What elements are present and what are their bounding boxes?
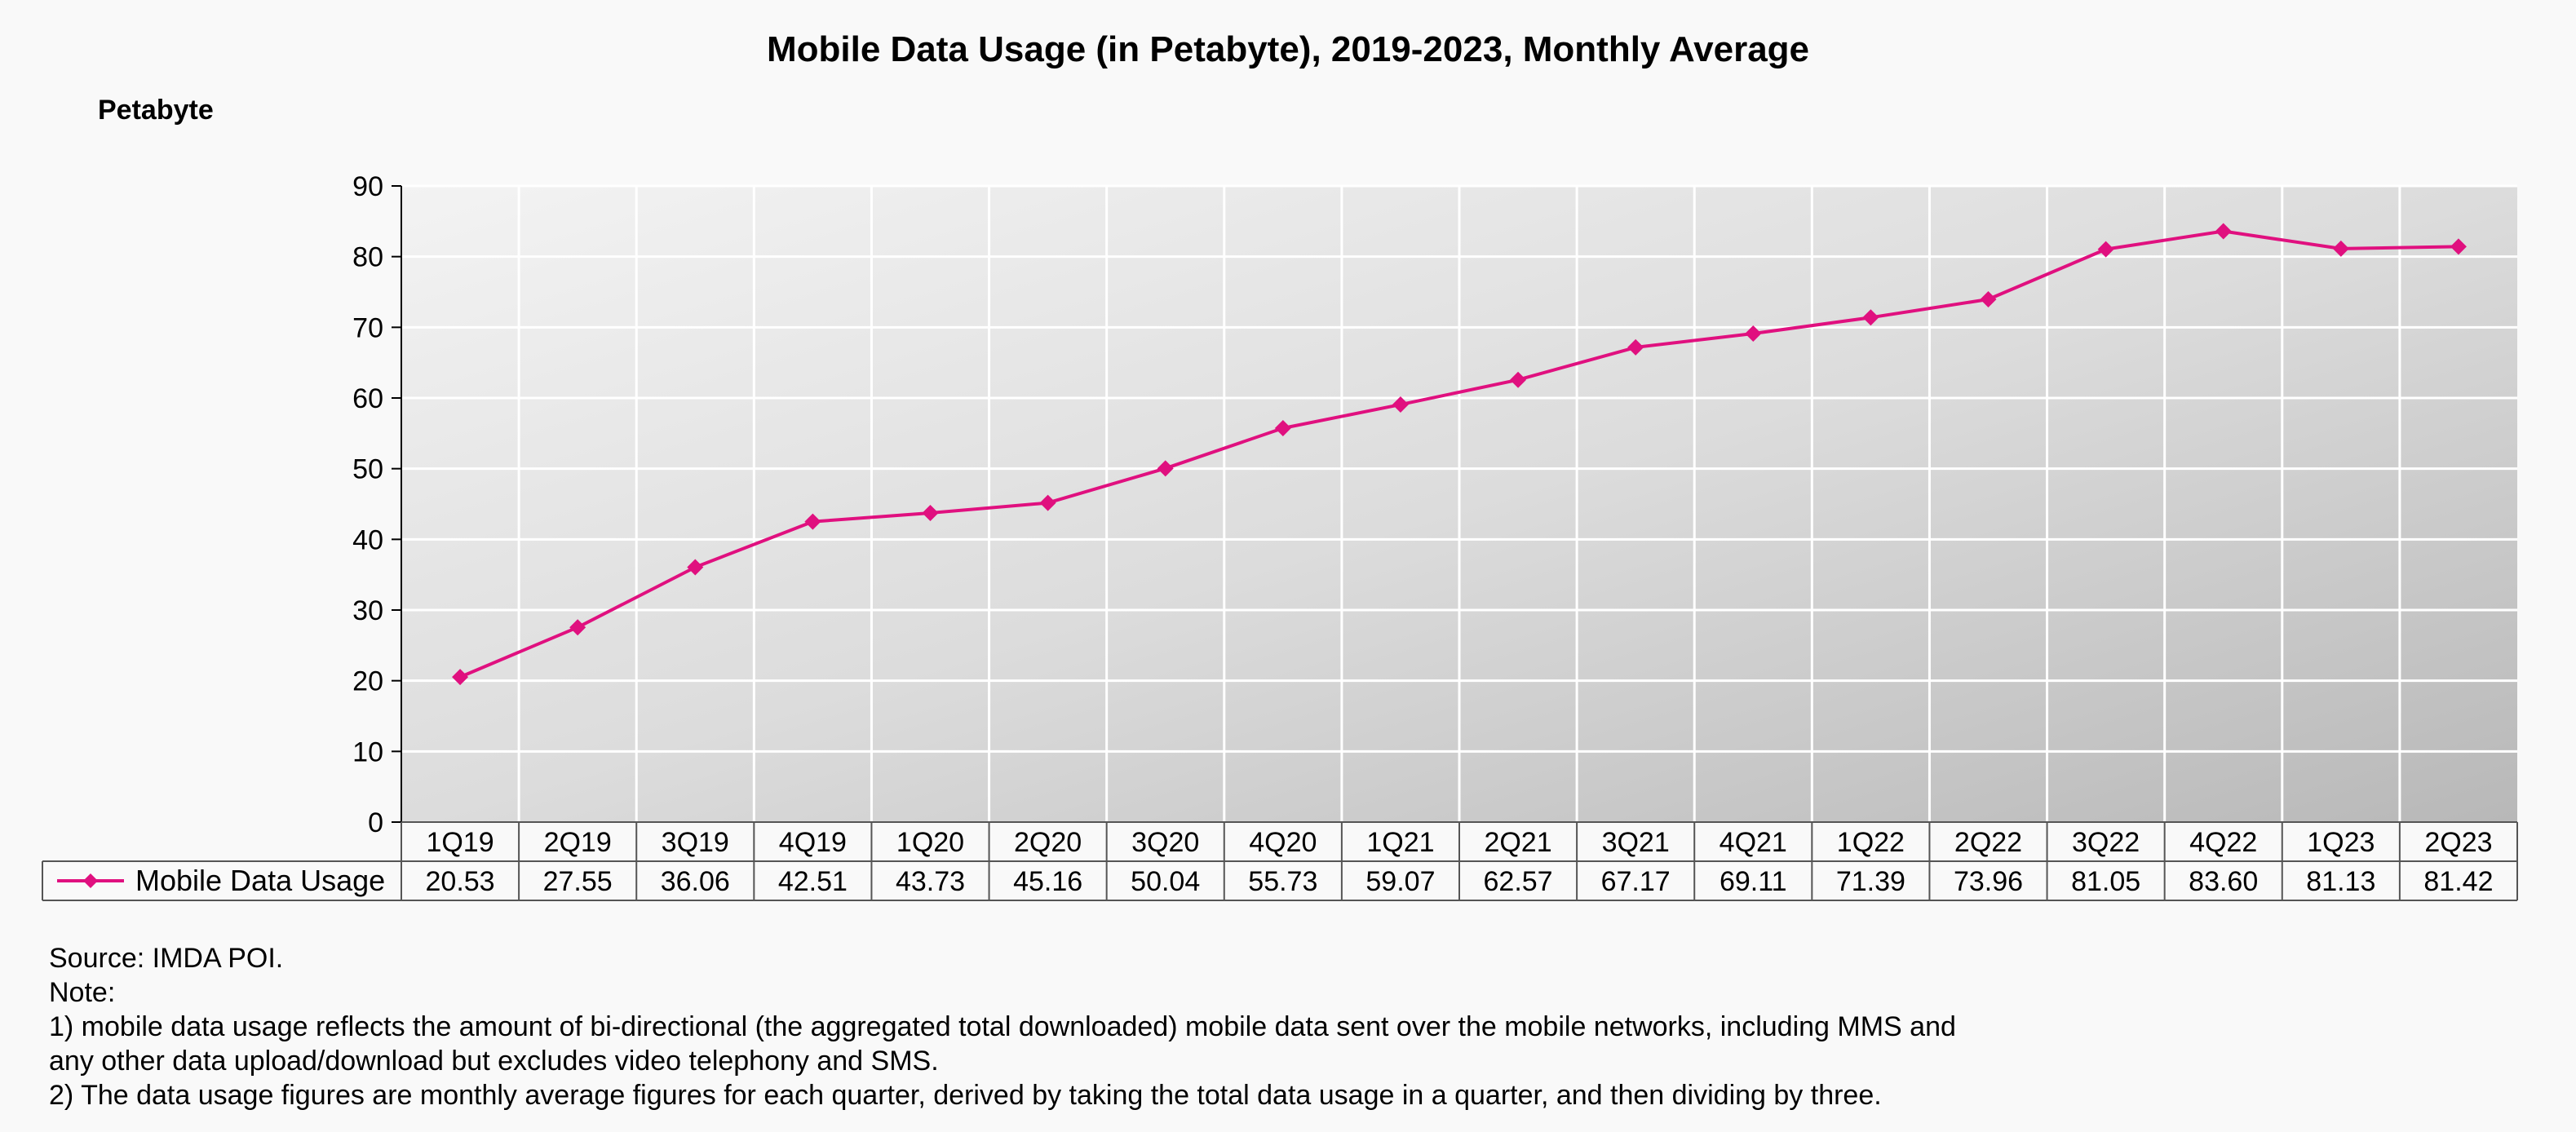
notes-block: Source: IMDA POI. Note: 1) mobile data u… <box>49 941 1956 1112</box>
x-tick-label: 1Q22 <box>1837 827 1905 858</box>
x-tick-label: 2Q23 <box>2424 827 2492 858</box>
x-tick-label: 3Q21 <box>1602 827 1670 858</box>
y-tick-label: 70 <box>352 312 383 343</box>
data-point <box>687 559 704 576</box>
legend-marker <box>83 873 98 888</box>
note-heading: Note: <box>49 977 116 1008</box>
data-label: 50.04 <box>1131 866 1200 897</box>
data-label: 45.16 <box>1013 866 1082 897</box>
data-point <box>1274 420 1291 437</box>
y-tick-label: 10 <box>352 736 383 767</box>
x-tick-label: 3Q20 <box>1131 827 1199 858</box>
data-label: 42.51 <box>778 866 848 897</box>
data-label: 20.53 <box>426 866 495 897</box>
data-point <box>2450 238 2467 255</box>
data-point <box>452 669 469 686</box>
data-point <box>1039 494 1056 511</box>
legend-label: Mobile Data Usage <box>135 864 385 897</box>
data-point <box>1510 371 1527 388</box>
data-point <box>1627 338 1644 356</box>
data-label: 36.06 <box>661 866 730 897</box>
data-label: 69.11 <box>1720 866 1787 897</box>
data-point <box>1862 309 1879 326</box>
data-point <box>569 619 586 636</box>
data-label: 55.73 <box>1248 866 1317 897</box>
y-tick-label: 50 <box>352 454 383 485</box>
note-1-line-1: 1) mobile data usage reflects the amount… <box>49 1011 1956 1042</box>
x-tick-label: 4Q22 <box>2189 827 2257 858</box>
data-point <box>1392 396 1409 413</box>
data-label: 81.05 <box>2071 866 2140 897</box>
x-tick-label: 2Q19 <box>544 827 612 858</box>
y-tick-label: 30 <box>352 595 383 626</box>
data-point <box>804 513 821 530</box>
data-point <box>2332 240 2349 257</box>
data-label: 71.39 <box>1836 866 1905 897</box>
data-label: 81.13 <box>2306 866 2375 897</box>
data-label: 67.17 <box>1601 866 1671 897</box>
data-point <box>2215 223 2232 240</box>
y-axis-label: Petabyte <box>98 95 214 126</box>
y-tick-label: 20 <box>352 666 383 697</box>
data-label: 27.55 <box>543 866 613 897</box>
x-tick-label: 2Q20 <box>1014 827 1082 858</box>
data-point <box>2097 241 2114 258</box>
data-label: 59.07 <box>1365 866 1435 897</box>
data-label: 43.73 <box>896 866 965 897</box>
data-label: 73.96 <box>1954 866 2023 897</box>
chart-title: Mobile Data Usage (in Petabyte), 2019-20… <box>766 29 1810 69</box>
y-tick-label: 0 <box>368 807 383 838</box>
y-tick-label: 40 <box>352 524 383 555</box>
data-label: 81.42 <box>2423 866 2493 897</box>
series-line <box>459 229 2459 679</box>
x-tick-label: 2Q21 <box>1484 827 1551 858</box>
y-tick-label: 80 <box>352 242 383 273</box>
x-tick-label: 1Q20 <box>896 827 964 858</box>
data-label: 62.57 <box>1484 866 1553 897</box>
x-tick-label: 3Q22 <box>2072 827 2140 858</box>
x-tick-label: 1Q21 <box>1366 827 1434 858</box>
x-tick-label: 3Q19 <box>662 827 729 858</box>
y-tick-label: 60 <box>352 383 383 414</box>
data-point <box>1980 291 1997 308</box>
note-2: 2) The data usage figures are monthly av… <box>49 1080 1882 1111</box>
data-label: 83.60 <box>2189 866 2258 897</box>
source-note: Source: IMDA POI. <box>49 943 284 974</box>
x-tick-label: 4Q19 <box>779 827 847 858</box>
data-point <box>1745 325 1762 343</box>
data-point <box>1157 460 1174 477</box>
x-tick-label: 4Q21 <box>1720 827 1787 858</box>
data-point <box>922 505 939 522</box>
y-tick-label: 90 <box>352 171 383 202</box>
x-tick-label: 1Q19 <box>426 827 494 858</box>
note-1-line-2: any other data upload/download but exclu… <box>49 1046 939 1077</box>
x-tick-label: 1Q23 <box>2307 827 2375 858</box>
x-tick-label: 4Q20 <box>1249 827 1317 858</box>
x-tick-label: 2Q22 <box>1954 827 2022 858</box>
